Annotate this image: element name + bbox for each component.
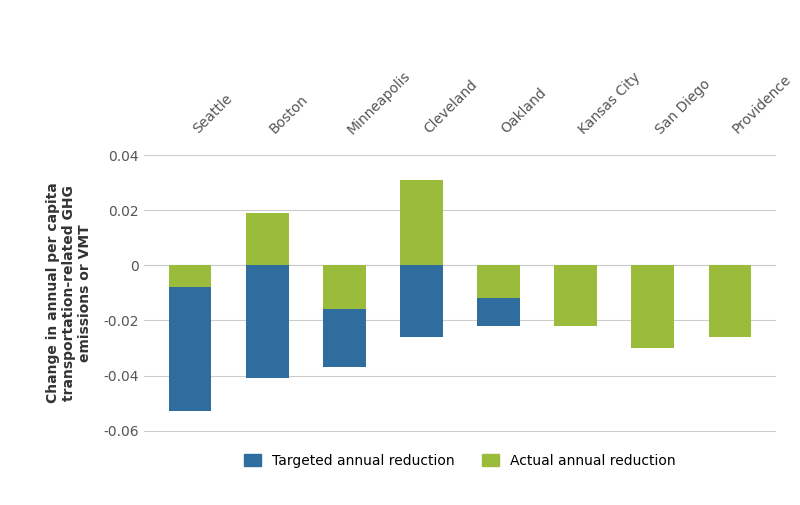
- Bar: [246, 265, 289, 378]
- Bar: [169, 265, 211, 287]
- Bar: [709, 265, 751, 285]
- Bar: [631, 265, 674, 348]
- Bar: [323, 265, 366, 367]
- Bar: [400, 180, 442, 265]
- Bar: [400, 265, 442, 337]
- Bar: [478, 265, 520, 326]
- Y-axis label: Change in annual per capita
transportation-related GHG
emissions or VMT: Change in annual per capita transportati…: [46, 182, 93, 403]
- Bar: [323, 265, 366, 310]
- Bar: [554, 265, 597, 326]
- Bar: [169, 265, 211, 412]
- Bar: [478, 265, 520, 298]
- Legend: Targeted annual reduction, Actual annual reduction: Targeted annual reduction, Actual annual…: [244, 454, 676, 468]
- Bar: [709, 265, 751, 337]
- Bar: [246, 213, 289, 265]
- Bar: [631, 265, 674, 287]
- Bar: [554, 265, 597, 287]
